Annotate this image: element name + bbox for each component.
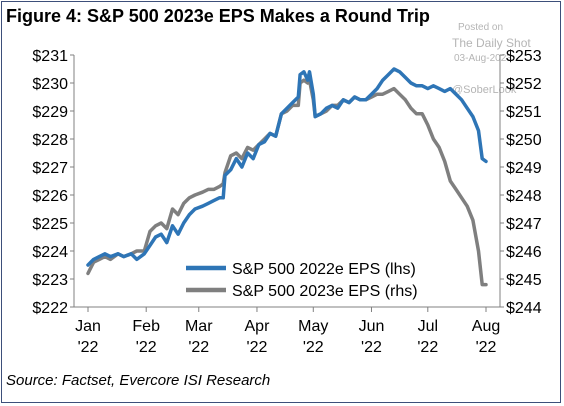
source-note: Source: Factset, Evercore ISI Research bbox=[6, 372, 271, 389]
series-layer bbox=[86, 67, 488, 287]
right-tick-label: $247 bbox=[506, 216, 542, 233]
x-tick-year: '22 bbox=[303, 339, 324, 356]
series-line-2023e bbox=[86, 78, 488, 287]
right-axis: $244 $245 $246 $247 $248 $249 $250 $251 $252 $253 bbox=[499, 48, 542, 317]
x-tick-year: '22 bbox=[136, 339, 157, 356]
left-tick-label: $228 bbox=[32, 132, 68, 149]
left-tick-label: $229 bbox=[32, 104, 68, 121]
x-tick-year: '22 bbox=[247, 339, 268, 356]
left-tick-label: $230 bbox=[32, 76, 68, 93]
x-tick-year: '22 bbox=[78, 339, 99, 356]
watermark-date: 03-Aug-2023 bbox=[454, 53, 512, 64]
left-tick-label: $223 bbox=[32, 272, 68, 289]
x-axis-ticks: Jan '22 Feb '22 Mar '22 Apr '22 May '22 Jun '22 Jul '… bbox=[75, 307, 500, 356]
x-axis: Jan '22 Feb '22 Mar '22 Apr '22 May '22 Jun '22 Jul '… bbox=[74, 306, 500, 356]
right-tick-label: $250 bbox=[506, 132, 542, 149]
x-tick-month: Jul bbox=[418, 318, 438, 335]
x-tick-month: Jun bbox=[359, 318, 385, 335]
left-axis: $222 $223 $224 $225 $226 $227 $228 $229 $230 $231 bbox=[32, 48, 75, 317]
x-tick-month: Apr bbox=[245, 318, 271, 335]
x-tick-month: Feb bbox=[132, 318, 160, 335]
left-tick-label: $222 bbox=[32, 300, 68, 317]
x-tick-year: '22 bbox=[361, 339, 382, 356]
right-tick-label: $244 bbox=[506, 300, 542, 317]
x-tick-year: '22 bbox=[188, 339, 209, 356]
x-tick-month: Jan bbox=[75, 318, 101, 335]
watermark-site: The Daily Shot bbox=[452, 36, 531, 50]
legend-label-2023e: S&P 500 2023e EPS (rhs) bbox=[232, 283, 418, 300]
chart-title: Figure 4: S&P 500 2023e EPS Makes a Roun… bbox=[6, 6, 430, 26]
legend-label-2022e: S&P 500 2022e EPS (lhs) bbox=[232, 261, 416, 278]
right-tick-label: $245 bbox=[506, 272, 542, 289]
left-tick-label: $225 bbox=[32, 216, 68, 233]
right-tick-label: $249 bbox=[506, 160, 542, 177]
x-tick-month: May bbox=[298, 318, 328, 335]
left-tick-label: $227 bbox=[32, 160, 68, 177]
right-axis-ticks: $244 $245 $246 $247 $248 $249 $250 $251 $252 $253 bbox=[500, 48, 542, 317]
left-tick-label: $226 bbox=[32, 188, 68, 205]
x-tick-year: '22 bbox=[476, 339, 497, 356]
x-tick-month: Mar bbox=[185, 318, 213, 335]
right-tick-label: $251 bbox=[506, 104, 542, 121]
watermark-posted: Posted on bbox=[458, 22, 504, 33]
left-axis-ticks: $222 $223 $224 $225 $226 $227 $228 $229 $230 $231 bbox=[32, 48, 74, 317]
series-line-2022e bbox=[86, 67, 488, 267]
left-tick-label: $231 bbox=[32, 48, 68, 65]
right-tick-label: $248 bbox=[506, 188, 542, 205]
left-tick-label: $224 bbox=[32, 244, 68, 261]
right-tick-label: $252 bbox=[506, 76, 542, 93]
x-tick-year: '22 bbox=[417, 339, 438, 356]
x-tick-month: Aug bbox=[472, 318, 500, 335]
right-tick-label: $253 bbox=[506, 48, 542, 65]
right-tick-label: $246 bbox=[506, 244, 542, 261]
legend: S&P 500 2022e EPS (lhs) S&P 500 2023e EPS… bbox=[186, 261, 418, 300]
